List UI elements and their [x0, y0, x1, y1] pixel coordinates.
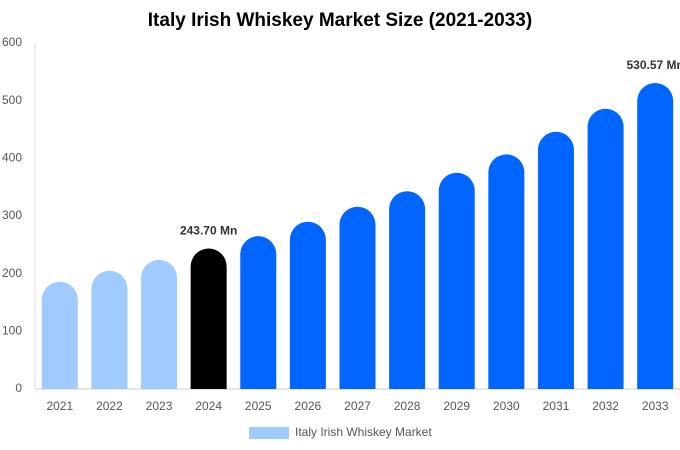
chart-title: Italy Irish Whiskey Market Size (2021-20…: [148, 10, 532, 31]
bar: [339, 206, 376, 389]
y-tick-label: 200: [2, 266, 22, 280]
x-tick-label: 2026: [295, 399, 322, 413]
y-tick-label: 0: [15, 381, 22, 395]
legend-swatch: [249, 427, 289, 439]
bar: [587, 108, 624, 390]
data-label: 530.57 Mn: [627, 58, 680, 72]
x-tick-label: 2024: [195, 399, 222, 413]
bar: [240, 236, 277, 389]
x-tick-label: 2025: [245, 399, 272, 413]
x-tick-label: 2027: [344, 399, 371, 413]
bar: [190, 248, 227, 389]
x-tick-label: 2030: [493, 399, 520, 413]
x-tick-label: 2033: [642, 399, 669, 413]
x-tick-label: 2031: [543, 399, 570, 413]
bar: [637, 83, 674, 389]
legend-label: Italy Irish Whiskey Market: [295, 425, 432, 439]
bar: [438, 172, 475, 389]
bar: [141, 259, 178, 389]
bar: [41, 281, 78, 389]
y-tick-label: 400: [2, 151, 22, 165]
x-tick-label: 2021: [46, 399, 73, 413]
x-tick-label: 2023: [146, 399, 173, 413]
y-tick-label: 100: [2, 324, 22, 338]
x-tick-label: 2029: [443, 399, 470, 413]
bar: [537, 131, 574, 389]
x-tick-label: 2028: [394, 399, 421, 413]
data-label: 243.70 Mn: [180, 224, 237, 238]
y-tick-label: 500: [2, 93, 22, 107]
bar: [488, 154, 525, 389]
x-tick-label: 2032: [592, 399, 619, 413]
bar: [91, 270, 128, 389]
y-tick-label: 300: [2, 208, 22, 222]
bar: [289, 221, 326, 389]
x-tick-label: 2022: [96, 399, 123, 413]
y-tick-label: 600: [2, 35, 22, 49]
bar: [389, 191, 426, 389]
